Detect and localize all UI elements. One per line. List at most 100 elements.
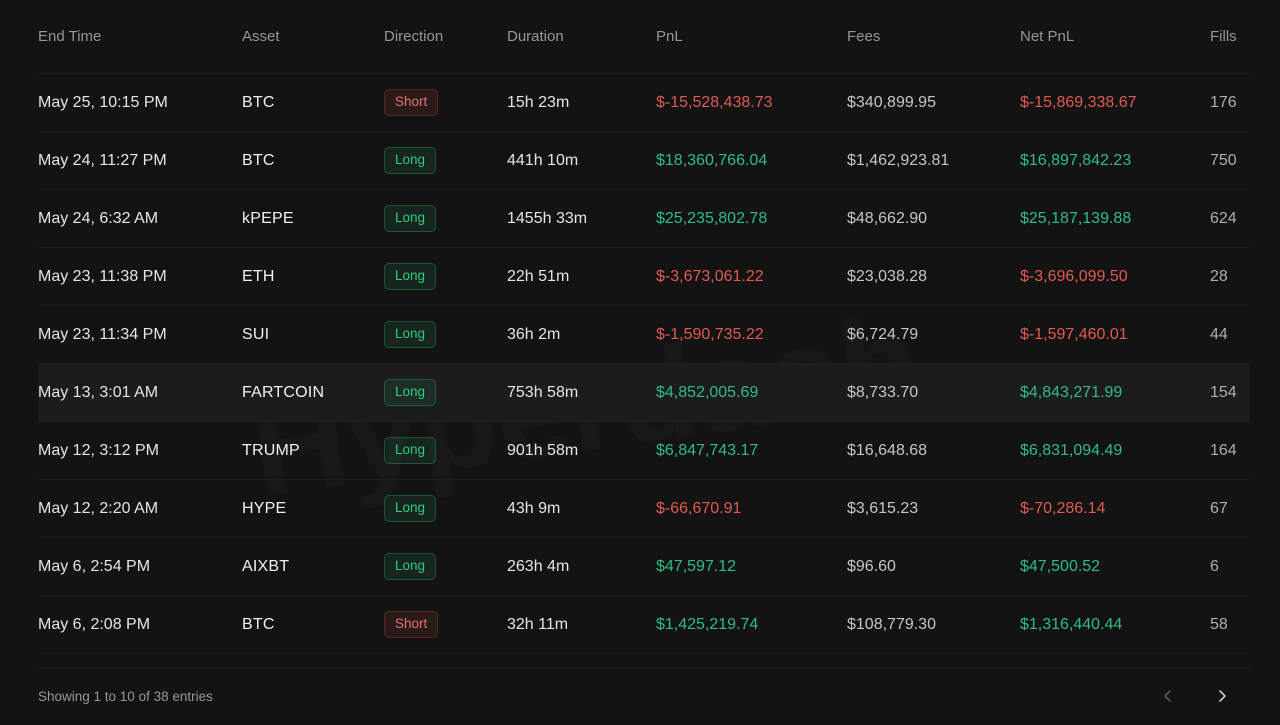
fees-cell: $340,899.95 bbox=[847, 93, 936, 111]
column-header-duration: Duration bbox=[507, 28, 564, 45]
direction-cell: Long bbox=[384, 205, 507, 232]
end-time-cell: May 23, 11:38 PM bbox=[38, 267, 167, 285]
direction-badge: Long bbox=[384, 379, 437, 406]
table-row[interactable]: May 25, 10:15 PM BTC Short 15h 23m $-15,… bbox=[38, 74, 1250, 132]
asset-cell: HYPE bbox=[242, 499, 287, 517]
duration-cell: 36h 2m bbox=[507, 325, 561, 343]
pnl-cell: $47,597.12 bbox=[656, 557, 737, 575]
fees-cell: $16,648.68 bbox=[847, 441, 928, 459]
fees-cell: $96.60 bbox=[847, 557, 896, 575]
chevron-left-icon bbox=[1164, 690, 1171, 702]
direction-cell: Short bbox=[384, 611, 507, 638]
chevron-right-icon bbox=[1219, 690, 1226, 702]
end-time-cell: May 24, 11:27 PM bbox=[38, 151, 167, 169]
fills-cell: 67 bbox=[1210, 499, 1228, 517]
fills-cell: 164 bbox=[1210, 441, 1237, 459]
asset-cell: FARTCOIN bbox=[242, 383, 325, 401]
end-time-cell: May 13, 3:01 AM bbox=[38, 383, 159, 401]
fills-cell: 154 bbox=[1210, 383, 1237, 401]
table-row[interactable]: May 6, 2:54 PM AIXBT Long 263h 4m $47,59… bbox=[38, 538, 1250, 596]
table-row[interactable]: May 12, 2:20 AM HYPE Long 43h 9m $-66,67… bbox=[38, 480, 1250, 538]
fills-cell: 44 bbox=[1210, 325, 1228, 343]
asset-cell: kPEPE bbox=[242, 209, 294, 227]
direction-badge: Long bbox=[384, 437, 437, 464]
direction-badge: Long bbox=[384, 205, 437, 232]
direction-badge: Long bbox=[384, 321, 437, 348]
end-time-cell: May 24, 6:32 AM bbox=[38, 209, 159, 227]
duration-cell: 15h 23m bbox=[507, 93, 570, 111]
direction-badge: Long bbox=[384, 495, 437, 522]
fees-cell: $3,615.23 bbox=[847, 499, 919, 517]
fees-cell: $48,662.90 bbox=[847, 209, 928, 227]
net-pnl-cell: $25,187,139.88 bbox=[1020, 209, 1132, 227]
table-row[interactable]: May 23, 11:34 PM SUI Long 36h 2m $-1,590… bbox=[38, 306, 1250, 364]
column-header-end-time: End Time bbox=[38, 28, 102, 45]
table-row[interactable]: May 6, 2:08 PM BTC Short 32h 11m $1,425,… bbox=[38, 596, 1250, 654]
end-time-cell: May 6, 2:08 PM bbox=[38, 615, 151, 633]
direction-badge: Long bbox=[384, 553, 437, 580]
duration-cell: 753h 58m bbox=[507, 383, 579, 401]
direction-badge: Short bbox=[384, 89, 439, 116]
net-pnl-cell: $16,897,842.23 bbox=[1020, 151, 1132, 169]
direction-badge: Long bbox=[384, 147, 437, 174]
fees-cell: $108,779.30 bbox=[847, 615, 936, 633]
direction-cell: Long bbox=[384, 321, 507, 348]
direction-cell: Long bbox=[384, 495, 507, 522]
fills-cell: 28 bbox=[1210, 267, 1228, 285]
asset-cell: BTC bbox=[242, 93, 275, 111]
pnl-cell: $6,847,743.17 bbox=[656, 441, 759, 459]
pagination-prev-button[interactable] bbox=[1156, 684, 1180, 708]
duration-cell: 22h 51m bbox=[507, 267, 570, 285]
column-header-net-pnl: Net PnL bbox=[1020, 28, 1075, 45]
net-pnl-cell: $-70,286.14 bbox=[1020, 499, 1106, 517]
table-body: May 25, 10:15 PM BTC Short 15h 23m $-15,… bbox=[38, 74, 1250, 654]
pagination-next-button[interactable] bbox=[1210, 684, 1234, 708]
duration-cell: 263h 4m bbox=[507, 557, 570, 575]
net-pnl-cell: $6,831,094.49 bbox=[1020, 441, 1123, 459]
column-header-fills: Fills bbox=[1210, 28, 1237, 45]
direction-cell: Long bbox=[384, 553, 507, 580]
column-header-asset: Asset bbox=[242, 28, 280, 45]
direction-cell: Long bbox=[384, 379, 507, 406]
direction-cell: Long bbox=[384, 147, 507, 174]
asset-cell: ETH bbox=[242, 267, 275, 285]
direction-badge: Long bbox=[384, 263, 437, 290]
net-pnl-cell: $1,316,440.44 bbox=[1020, 615, 1123, 633]
asset-cell: TRUMP bbox=[242, 441, 300, 459]
table-row[interactable]: May 24, 11:27 PM BTC Long 441h 10m $18,3… bbox=[38, 132, 1250, 190]
duration-cell: 901h 58m bbox=[507, 441, 579, 459]
fills-cell: 750 bbox=[1210, 151, 1237, 169]
fees-cell: $1,462,923.81 bbox=[847, 151, 950, 169]
fills-cell: 624 bbox=[1210, 209, 1237, 227]
pnl-cell: $1,425,219.74 bbox=[656, 615, 759, 633]
end-time-cell: May 12, 3:12 PM bbox=[38, 441, 159, 459]
pnl-cell: $-3,673,061.22 bbox=[656, 267, 764, 285]
net-pnl-cell: $47,500.52 bbox=[1020, 557, 1101, 575]
net-pnl-cell: $-15,869,338.67 bbox=[1020, 93, 1137, 111]
table-header-row: End Time Asset Direction Duration PnL Fe… bbox=[38, 0, 1250, 74]
direction-cell: Short bbox=[384, 89, 507, 116]
direction-cell: Long bbox=[384, 437, 507, 464]
table-footer: Showing 1 to 10 of 38 entries bbox=[38, 667, 1250, 724]
entries-summary: Showing 1 to 10 of 38 entries bbox=[38, 688, 213, 704]
table-row[interactable]: May 24, 6:32 AM kPEPE Long 1455h 33m $25… bbox=[38, 190, 1250, 248]
table-row[interactable]: May 23, 11:38 PM ETH Long 22h 51m $-3,67… bbox=[38, 248, 1250, 306]
pnl-cell: $18,360,766.04 bbox=[656, 151, 768, 169]
fills-cell: 176 bbox=[1210, 93, 1237, 111]
pagination bbox=[1156, 684, 1234, 708]
net-pnl-cell: $-1,597,460.01 bbox=[1020, 325, 1128, 343]
duration-cell: 441h 10m bbox=[507, 151, 579, 169]
fees-cell: $23,038.28 bbox=[847, 267, 928, 285]
pnl-cell: $-15,528,438.73 bbox=[656, 93, 773, 111]
table-row[interactable]: May 13, 3:01 AM FARTCOIN Long 753h 58m $… bbox=[38, 364, 1250, 422]
pnl-cell: $-1,590,735.22 bbox=[656, 325, 764, 343]
asset-cell: SUI bbox=[242, 325, 270, 343]
column-header-fees: Fees bbox=[847, 28, 881, 45]
table-row[interactable]: May 12, 3:12 PM TRUMP Long 901h 58m $6,8… bbox=[38, 422, 1250, 480]
duration-cell: 32h 11m bbox=[507, 615, 569, 633]
asset-cell: AIXBT bbox=[242, 557, 290, 575]
fills-cell: 6 bbox=[1210, 557, 1219, 575]
fees-cell: $6,724.79 bbox=[847, 325, 919, 343]
column-header-pnl: PnL bbox=[656, 28, 683, 45]
net-pnl-cell: $-3,696,099.50 bbox=[1020, 267, 1128, 285]
